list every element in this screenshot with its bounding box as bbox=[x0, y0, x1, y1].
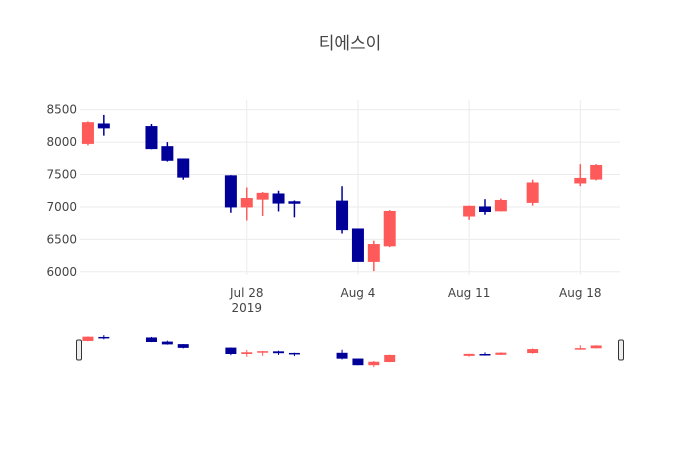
candle-increasing[interactable] bbox=[590, 164, 603, 181]
grid-layer bbox=[80, 100, 620, 275]
mini-candle-body bbox=[368, 361, 380, 366]
x-tick-label: Aug 18 bbox=[559, 286, 602, 300]
mini-candle-body bbox=[257, 351, 269, 353]
candle-increasing[interactable] bbox=[81, 121, 94, 146]
range-slider-right-handle[interactable] bbox=[618, 339, 624, 361]
mini-candle-body bbox=[98, 336, 110, 339]
x-tick-label: Aug 4 bbox=[340, 286, 375, 300]
mini-candle-body bbox=[145, 337, 157, 342]
y-tick-label: 8500 bbox=[46, 103, 77, 117]
y-tick-label: 7000 bbox=[46, 200, 77, 214]
candle-increasing[interactable] bbox=[494, 198, 507, 212]
candle-body bbox=[590, 164, 603, 180]
candle-increasing[interactable] bbox=[367, 240, 380, 272]
candle-body bbox=[288, 201, 301, 204]
candle-increasing[interactable] bbox=[383, 210, 396, 248]
mini-candle-body bbox=[177, 344, 189, 348]
candle-increasing[interactable] bbox=[240, 187, 253, 221]
candle-body bbox=[97, 123, 110, 129]
mini-candle-body bbox=[82, 336, 94, 341]
mini-candle-body bbox=[590, 345, 602, 349]
candle-increasing[interactable] bbox=[526, 179, 539, 206]
candle-decreasing[interactable] bbox=[479, 199, 491, 215]
mini-candle-body bbox=[288, 352, 300, 355]
candle-decreasing[interactable] bbox=[97, 114, 110, 136]
candle-body bbox=[463, 205, 476, 217]
y-tick-label: 6500 bbox=[46, 232, 77, 246]
mini-candle-body bbox=[273, 351, 285, 354]
candle-increasing[interactable] bbox=[463, 205, 476, 220]
y-tick-label: 8000 bbox=[46, 135, 77, 149]
candle-body bbox=[145, 126, 158, 150]
x-tick-label: Aug 11 bbox=[448, 286, 491, 300]
mini-candle-body bbox=[479, 354, 491, 356]
candle-body bbox=[81, 122, 94, 144]
candle-decreasing[interactable] bbox=[288, 200, 301, 218]
range-slider-background bbox=[80, 332, 620, 368]
candle-body bbox=[177, 158, 190, 178]
mini-candle-body bbox=[241, 352, 253, 354]
candle-decreasing[interactable] bbox=[336, 186, 349, 234]
candle-body bbox=[367, 244, 380, 262]
candle-body bbox=[526, 182, 539, 203]
mini-candle-body bbox=[336, 352, 348, 359]
candle-body bbox=[383, 210, 396, 247]
range-slider[interactable] bbox=[76, 332, 624, 368]
mini-candle-body bbox=[161, 341, 173, 345]
candle-body bbox=[494, 199, 507, 212]
mini-candle-body bbox=[463, 353, 475, 356]
candle-decreasing[interactable] bbox=[351, 228, 364, 262]
candle-body bbox=[574, 177, 587, 184]
mini-candle-body bbox=[384, 354, 396, 362]
candle-body bbox=[351, 228, 364, 262]
candle-body bbox=[256, 192, 269, 200]
mini-candle-body bbox=[352, 358, 364, 366]
candle-layer[interactable] bbox=[81, 114, 603, 272]
candle-decreasing[interactable] bbox=[145, 123, 158, 150]
x-tick-year-label: 2019 bbox=[231, 301, 262, 315]
x-tick-label: Jul 28 bbox=[229, 286, 264, 300]
candle-body bbox=[336, 200, 349, 231]
chart-title: 티에스이 bbox=[319, 34, 382, 54]
candle-body bbox=[240, 198, 253, 208]
candle-body bbox=[224, 175, 237, 208]
candle-decreasing[interactable] bbox=[272, 190, 285, 212]
mini-candle-body bbox=[495, 352, 507, 355]
range-slider-left-handle[interactable] bbox=[76, 339, 82, 361]
candle-body bbox=[272, 193, 285, 204]
mini-candle-body bbox=[527, 349, 539, 354]
mini-candle-body bbox=[225, 347, 237, 354]
y-tick-label: 7500 bbox=[46, 168, 77, 182]
candle-decreasing[interactable] bbox=[161, 142, 174, 162]
candle-body bbox=[479, 206, 491, 212]
y-tick-label: 6000 bbox=[46, 265, 77, 279]
candle-increasing[interactable] bbox=[256, 192, 269, 217]
candle-body bbox=[161, 146, 174, 161]
candle-decreasing[interactable] bbox=[224, 175, 237, 213]
candle-decreasing[interactable] bbox=[177, 158, 190, 180]
candle-increasing[interactable] bbox=[574, 164, 587, 187]
mini-candle-body bbox=[574, 348, 586, 350]
range-slider-candles bbox=[82, 335, 602, 368]
